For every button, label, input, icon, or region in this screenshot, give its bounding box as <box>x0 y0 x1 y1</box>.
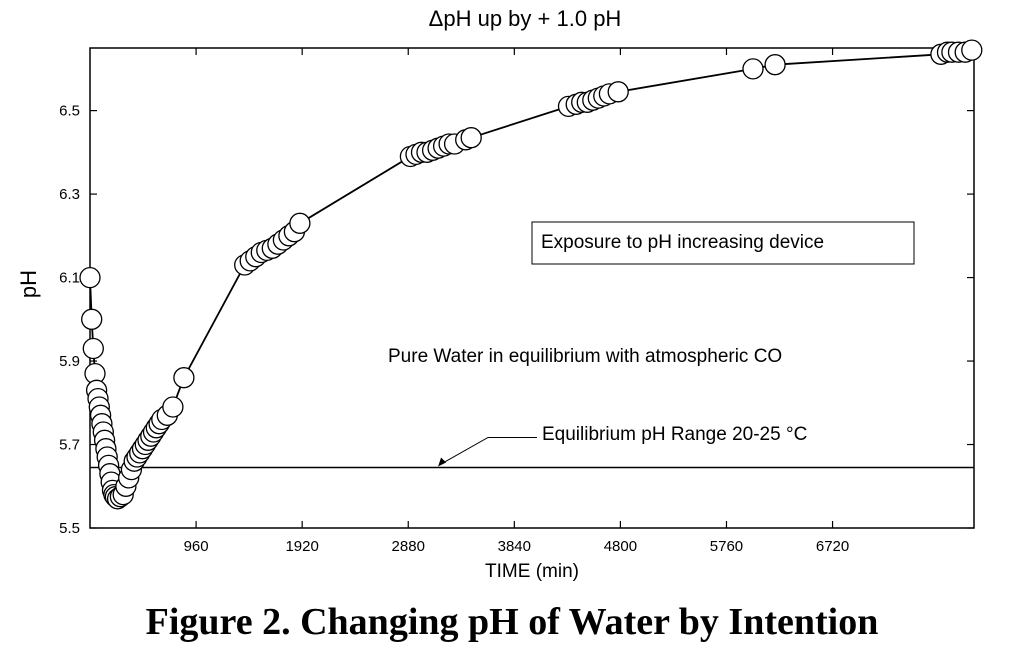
x-tick-label: 5760 <box>710 538 743 555</box>
pure-water-annotation: Pure Water in equilibrium with atmospher… <box>388 346 782 367</box>
x-tick-label: 4800 <box>604 538 637 555</box>
equilibrium-arrowhead-icon <box>438 457 447 467</box>
x-axis: 960 1920 2880 3840 4800 5760 6720 <box>184 48 849 555</box>
ph-series-points <box>79 39 983 510</box>
y-tick-label: 6.5 <box>59 103 80 120</box>
exposure-annotation-box <box>531 221 915 265</box>
data-point <box>82 337 104 360</box>
data-point <box>289 212 311 234</box>
equilibrium-arrow <box>441 436 537 464</box>
x-tick-label: 960 <box>184 538 209 555</box>
y-axis: 5.5 5.7 5.9 6.1 6.3 6.5 <box>59 103 974 537</box>
data-point <box>742 58 764 80</box>
data-point <box>460 127 482 149</box>
chart-svg: ΔpH up by + 1.0 pH TIME (min) pH 960 1920… <box>16 6 983 582</box>
y-tick-label: 5.9 <box>59 353 80 370</box>
figure-caption: Figure 2. Changing pH of Water by Intent… <box>145 601 879 643</box>
data-point <box>961 39 983 61</box>
y-axis-label: pH <box>16 270 41 298</box>
data-point <box>173 367 195 389</box>
x-tick-label: 6720 <box>816 538 849 555</box>
equilibrium-label: Equilibrium pH Range 20-25 °C <box>542 424 807 445</box>
data-point <box>79 266 101 289</box>
y-tick-label: 6.1 <box>59 270 80 287</box>
x-axis-label: TIME (min) <box>485 561 579 582</box>
ph-series-line <box>89 49 973 500</box>
data-point <box>162 396 184 418</box>
data-point <box>607 81 629 103</box>
chart-title: ΔpH up by + 1.0 pH <box>429 6 622 31</box>
exposure-annotation: Exposure to pH increasing device <box>541 232 824 253</box>
data-point <box>81 308 103 330</box>
plot-frame <box>89 47 975 529</box>
x-tick-label: 3840 <box>498 538 531 555</box>
x-tick-label: 1920 <box>285 538 318 555</box>
x-tick-label: 2880 <box>392 538 425 555</box>
data-point <box>764 54 786 76</box>
y-tick-label: 6.3 <box>59 186 80 203</box>
y-tick-label: 5.7 <box>59 437 80 454</box>
y-tick-label: 5.5 <box>59 520 80 537</box>
